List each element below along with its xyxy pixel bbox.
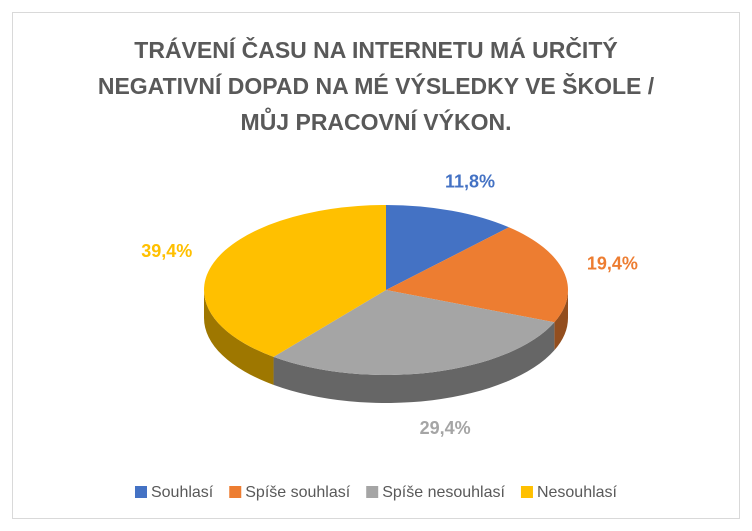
pie-slice [273, 290, 555, 375]
legend-label: Spíše souhlasí [245, 484, 351, 501]
legend-marker [520, 486, 533, 498]
legend-marker [366, 486, 379, 498]
legend-label: Spíše nesouhlasí [382, 484, 505, 501]
pie-slice [386, 227, 569, 323]
chart-title: TRÁVENÍ ČASU NA INTERNETU MÁ URČITÝ NEGA… [97, 37, 655, 135]
data-label: 29,4% [420, 418, 471, 438]
pie-side [273, 322, 555, 403]
data-label: 11,8% [445, 172, 495, 192]
pie-side [554, 290, 568, 351]
legend-label: Souhlasí [151, 484, 214, 501]
pie-side [204, 290, 274, 385]
legend-marker [229, 486, 242, 498]
data-label: 39,4% [141, 241, 192, 261]
pie-slice [386, 205, 509, 290]
data-label: 19,4% [587, 254, 638, 274]
pie-slice [204, 205, 386, 357]
legend-label: Nesouhlasí [537, 484, 618, 501]
legend-marker [134, 486, 147, 498]
